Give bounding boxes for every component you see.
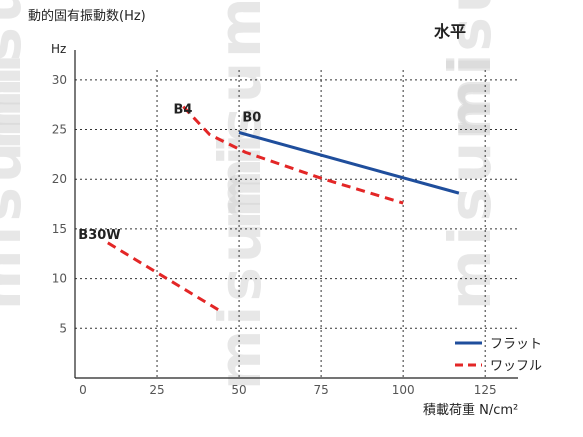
annotation-label: B4 bbox=[173, 103, 192, 118]
x-tick-label: 50 bbox=[231, 383, 246, 397]
grid bbox=[75, 70, 518, 378]
watermark-text: misumi bbox=[0, 50, 34, 310]
y-tick-label: 10 bbox=[52, 272, 67, 286]
series-line-2 bbox=[107, 241, 221, 312]
y-axis-label: 動的固有振動数(Hz) bbox=[28, 8, 146, 24]
x-tick-label: 125 bbox=[474, 383, 497, 397]
watermark-text: misumi bbox=[0, 0, 34, 150]
watermark-text: misumi bbox=[436, 0, 504, 140]
series-line-0 bbox=[238, 131, 460, 195]
watermark-layer: misumimisumimisumimisumimisumimisumi bbox=[0, 0, 504, 390]
annotations: B4 B0 B30W bbox=[78, 103, 261, 243]
legend-label: フラット bbox=[490, 337, 542, 352]
chart-title: 水平 bbox=[434, 22, 466, 41]
x-tick-label: 75 bbox=[313, 383, 328, 397]
axes bbox=[74, 50, 518, 379]
y-tick-label: 30 bbox=[52, 73, 67, 87]
legend-label: ワッフル bbox=[490, 359, 542, 374]
y-tick-label: 25 bbox=[52, 123, 67, 137]
y-unit-label: Hz bbox=[51, 42, 66, 56]
y-tick-label: 15 bbox=[52, 222, 67, 236]
x-tick-label: 25 bbox=[149, 383, 164, 397]
y-tick-label: 20 bbox=[52, 172, 67, 186]
watermark-text: misumi bbox=[206, 0, 274, 230]
x-tick-label: 0 bbox=[79, 383, 87, 397]
x-tick-label: 100 bbox=[392, 383, 415, 397]
annotation-label: B30W bbox=[78, 228, 120, 243]
watermark-text: misumi bbox=[436, 50, 504, 310]
series-lines bbox=[107, 105, 460, 312]
watermark-text: misumi bbox=[206, 130, 274, 390]
tick-labels: 5 10 15 20 25 30 0 25 50 75 100 125 bbox=[52, 73, 497, 397]
y-tick-label: 5 bbox=[59, 321, 67, 335]
series-line-1 bbox=[182, 105, 404, 205]
annotation-label: B0 bbox=[242, 111, 261, 126]
x-axis-label: 積載荷重 N/cm² bbox=[423, 402, 518, 418]
